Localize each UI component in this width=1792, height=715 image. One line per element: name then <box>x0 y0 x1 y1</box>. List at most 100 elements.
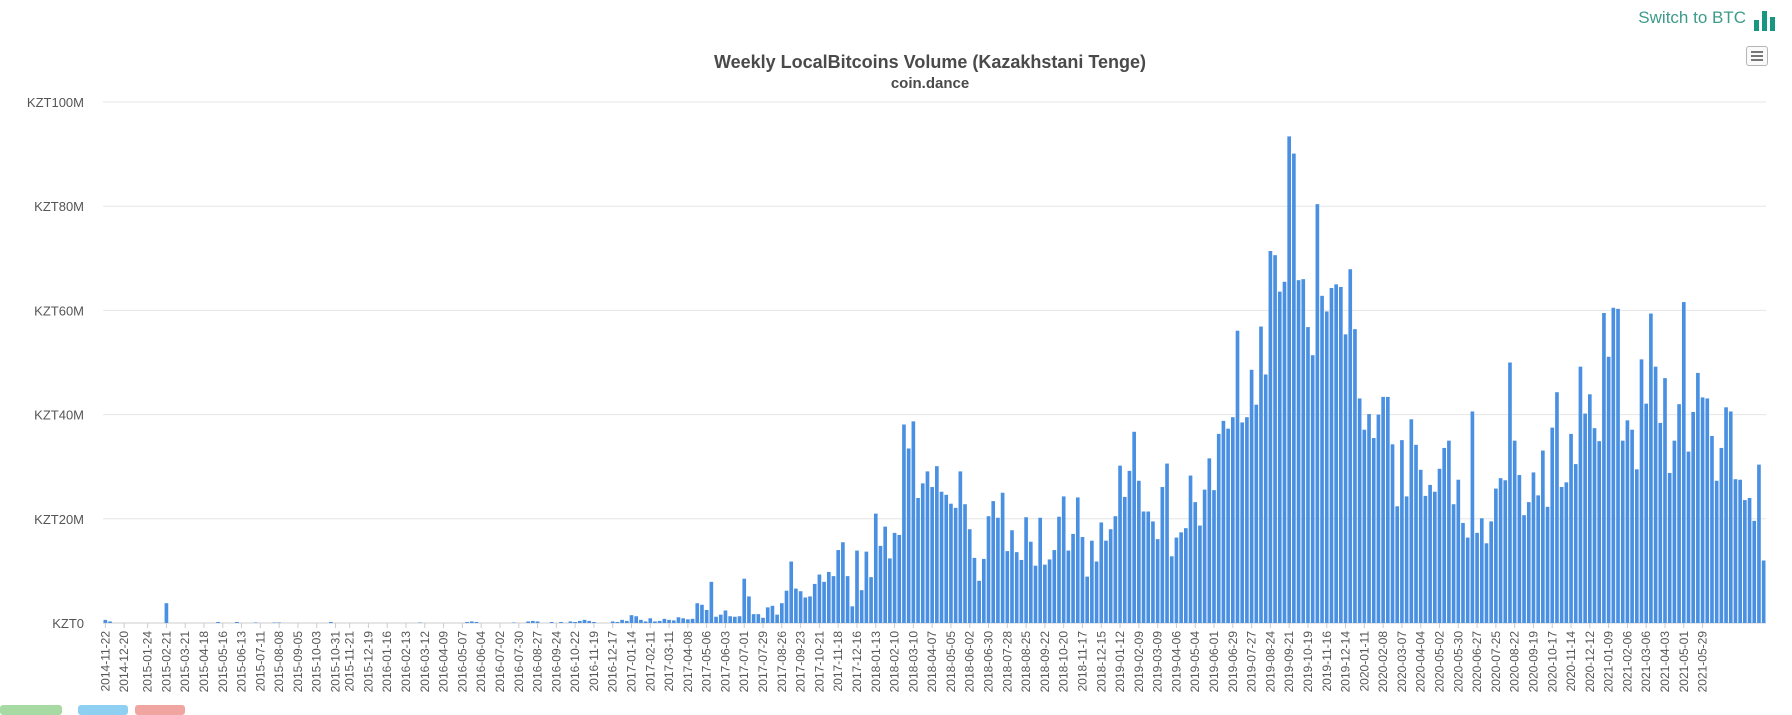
bar <box>531 620 535 623</box>
bar <box>949 503 953 623</box>
bar <box>700 604 704 623</box>
bar <box>1052 550 1057 623</box>
x-tick-label: 2019-06-29 <box>1226 631 1240 693</box>
x-tick-label: 2015-12-19 <box>361 631 375 693</box>
x-tick-label: 2014-12-20 <box>117 631 131 693</box>
bar-chart-icon[interactable] <box>1754 11 1776 31</box>
bar <box>704 609 709 623</box>
chart-menu-button[interactable] <box>1746 46 1768 66</box>
chart-title: Weekly LocalBitcoins Volume (Kazakhstani… <box>713 52 1147 72</box>
bar <box>1573 464 1578 623</box>
bar <box>1357 398 1362 623</box>
bar <box>1132 431 1136 623</box>
bar <box>1583 413 1587 623</box>
bar <box>1263 374 1268 623</box>
bar <box>1127 470 1132 623</box>
bottom-tab-red[interactable] <box>135 705 185 715</box>
y-axis: KZT0 KZT20M KZT40M KZT60M KZT80M KZT100M <box>27 95 84 631</box>
bar <box>629 615 634 623</box>
bar <box>103 619 108 623</box>
bar <box>728 616 732 623</box>
x-tick-label: 2019-05-04 <box>1188 631 1202 693</box>
bar <box>1169 556 1174 623</box>
bar <box>1531 472 1536 623</box>
x-tick-label: 2019-04-06 <box>1169 631 1183 693</box>
bar <box>1470 411 1475 623</box>
bar <box>1522 515 1526 623</box>
bar <box>1216 433 1221 623</box>
bar <box>549 621 554 623</box>
bar <box>108 621 112 623</box>
bar <box>643 621 648 623</box>
x-tick-label: 2018-12-15 <box>1094 631 1108 693</box>
x-tick-label: 2016-07-02 <box>493 631 507 693</box>
x-tick-label: 2016-08-27 <box>531 631 545 693</box>
x-tick-label: 2018-04-07 <box>925 631 939 693</box>
bar-series <box>103 136 1766 624</box>
bar <box>667 619 671 623</box>
x-tick-label: 2017-12-16 <box>850 631 864 693</box>
bottom-tab-green[interactable] <box>0 705 62 715</box>
x-tick-label: 2017-06-03 <box>719 631 733 693</box>
bar <box>808 596 812 623</box>
x-tick-label: 2016-11-19 <box>587 631 601 692</box>
bar <box>1475 532 1479 623</box>
bar <box>859 590 864 623</box>
x-tick-label: 2020-12-12 <box>1583 631 1597 693</box>
bar <box>1212 490 1216 623</box>
x-tick-label: 2020-03-07 <box>1395 631 1409 693</box>
bar <box>897 534 902 623</box>
bar <box>1625 420 1630 623</box>
bar <box>1691 412 1696 623</box>
bar <box>164 603 169 623</box>
bar <box>1353 329 1357 623</box>
x-tick-label: 2021-01-09 <box>1602 631 1616 693</box>
bar <box>958 471 963 623</box>
bar <box>1334 284 1338 623</box>
bar <box>1644 403 1649 623</box>
bar <box>1630 429 1634 623</box>
bar <box>1226 428 1230 623</box>
bar <box>526 621 530 623</box>
bar <box>1545 506 1550 623</box>
x-tick-label: 2018-07-28 <box>1000 631 1014 693</box>
bar <box>1179 532 1183 623</box>
bar <box>1409 419 1414 623</box>
x-tick-label: 2018-06-02 <box>963 631 977 693</box>
bar <box>587 620 592 623</box>
bar <box>991 501 996 623</box>
bar <box>1757 464 1761 623</box>
bar <box>944 494 949 623</box>
bar <box>624 620 629 623</box>
bar <box>1104 540 1108 623</box>
bar <box>1268 251 1273 623</box>
bar <box>469 621 474 623</box>
bar <box>1071 533 1075 623</box>
bottom-tab-blue[interactable] <box>78 705 128 715</box>
bar <box>1080 537 1085 623</box>
x-tick-label: 2018-01-13 <box>869 631 883 693</box>
bar <box>1738 479 1742 623</box>
bar <box>1752 520 1757 623</box>
bar <box>1235 330 1240 623</box>
x-tick-label: 2020-08-22 <box>1508 631 1522 693</box>
bar <box>582 619 587 623</box>
y-tick-label: KZT100M <box>27 95 84 110</box>
y-tick-label: KZT40M <box>34 408 84 423</box>
switch-to-btc-link[interactable]: Switch to BTC <box>1638 8 1746 27</box>
bar <box>784 590 789 623</box>
bar <box>1075 497 1080 623</box>
bar <box>1000 492 1005 623</box>
x-tick-label: 2016-12-17 <box>606 631 620 693</box>
bar <box>216 621 220 623</box>
bar <box>878 545 883 623</box>
bar <box>981 558 986 623</box>
bar <box>1094 561 1099 623</box>
bar <box>1465 537 1470 623</box>
bar <box>925 471 930 623</box>
x-tick-label: 2021-02-06 <box>1620 631 1634 693</box>
x-tick-label: 2017-07-01 <box>737 631 751 693</box>
bar <box>1339 286 1343 623</box>
bar <box>1390 444 1395 623</box>
